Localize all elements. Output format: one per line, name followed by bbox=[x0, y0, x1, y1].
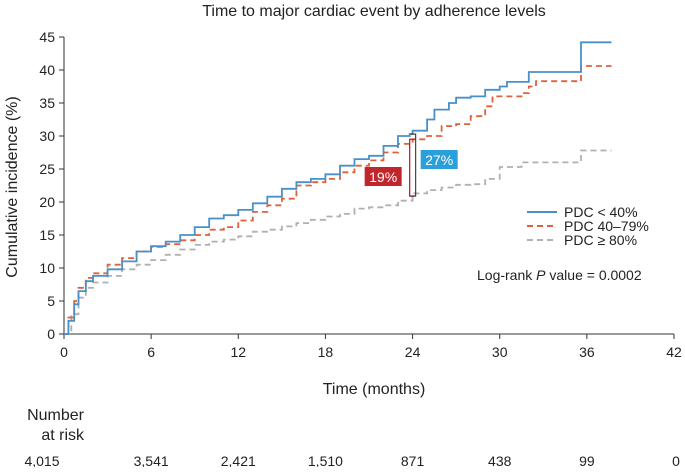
x-tick-label: 12 bbox=[230, 344, 246, 360]
y-tick-label: 30 bbox=[39, 128, 55, 144]
y-ticks: 0 5 10 15 20 25 30 35 40 45 bbox=[39, 29, 64, 342]
annotation-layer: 19% 27% bbox=[364, 133, 458, 197]
number-at-risk-value: 1,510 bbox=[308, 453, 343, 467]
number-at-risk-value: 0 bbox=[672, 453, 680, 467]
legend-label-2: PDC 40–79% bbox=[564, 218, 649, 234]
x-ticks: 0 6 12 18 24 30 36 42 bbox=[60, 334, 682, 360]
red-percent-label: 19% bbox=[369, 169, 397, 185]
series-line-1 bbox=[64, 41, 612, 335]
chart-title: Time to major cardiac event by adherence… bbox=[202, 3, 546, 20]
logrank-p: P bbox=[536, 267, 546, 283]
legend-label-3: PDC ≥ 80% bbox=[564, 232, 637, 248]
number-at-risk-label-line2: at risk bbox=[41, 427, 85, 444]
y-tick-label: 40 bbox=[39, 62, 55, 78]
series-layer bbox=[64, 41, 612, 335]
x-tick-label: 0 bbox=[60, 344, 68, 360]
number-at-risk-value: 2,421 bbox=[221, 453, 256, 467]
x-axis-label: Time (months) bbox=[323, 381, 426, 398]
logrank-annotation: Log-rank P value = 0.0002 bbox=[477, 267, 642, 283]
logrank-prefix: Log-rank bbox=[477, 267, 536, 283]
y-tick-label: 45 bbox=[39, 29, 55, 45]
series-line-3 bbox=[64, 149, 612, 335]
bracket-black bbox=[410, 133, 417, 197]
y-tick-label: 15 bbox=[39, 227, 55, 243]
x-tick-label: 30 bbox=[492, 344, 508, 360]
number-at-risk-value: 4,015 bbox=[24, 453, 59, 467]
y-tick-label: 25 bbox=[39, 161, 55, 177]
y-tick-label: 5 bbox=[47, 293, 55, 309]
x-tick-label: 24 bbox=[405, 344, 421, 360]
y-tick-label: 35 bbox=[39, 95, 55, 111]
number-at-risk-value: 438 bbox=[488, 453, 512, 467]
red-percent-box bbox=[364, 167, 402, 186]
blue-percent-label: 27% bbox=[425, 152, 453, 168]
y-axis-label: Cumulative incidence (%) bbox=[4, 96, 21, 277]
y-tick-label: 20 bbox=[39, 194, 55, 210]
x-tick-label: 18 bbox=[318, 344, 334, 360]
number-at-risk-values: 4,015 3,541 2,421 1,510 871 438 99 0 bbox=[24, 453, 680, 469]
number-at-risk-label-line1: Number bbox=[27, 407, 85, 424]
logrank-suffix: value = 0.0002 bbox=[546, 267, 642, 283]
number-at-risk-value: 871 bbox=[401, 453, 425, 467]
legend-label-1: PDC < 40% bbox=[564, 204, 638, 220]
x-tick-label: 6 bbox=[147, 344, 155, 360]
bracket-red bbox=[409, 138, 415, 197]
number-at-risk-value: 99 bbox=[579, 453, 595, 467]
legend: PDC < 40%PDC 40–79%PDC ≥ 80% bbox=[527, 204, 649, 248]
number-at-risk-value: 3,541 bbox=[134, 453, 169, 467]
x-tick-label: 36 bbox=[579, 344, 595, 360]
y-tick-label: 10 bbox=[39, 260, 55, 276]
x-tick-label: 42 bbox=[666, 344, 682, 360]
series-line-2 bbox=[64, 65, 612, 335]
blue-percent-box bbox=[420, 150, 458, 169]
y-tick-label: 0 bbox=[47, 326, 55, 342]
